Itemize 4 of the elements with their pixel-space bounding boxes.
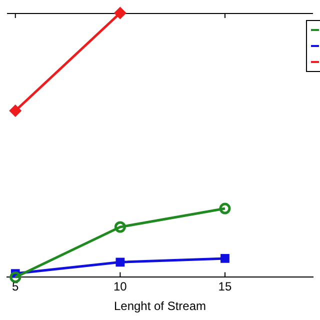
x-tick-label: 15 — [218, 280, 232, 294]
x-tick-label: 10 — [114, 280, 128, 294]
x-axis-title: Lenght of Stream — [114, 299, 206, 314]
x-tick-label: 5 — [12, 280, 20, 294]
